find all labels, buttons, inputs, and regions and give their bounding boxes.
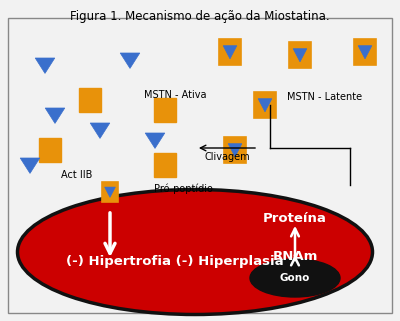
Polygon shape	[293, 49, 307, 62]
Polygon shape	[20, 158, 40, 173]
Polygon shape	[145, 133, 165, 148]
Text: Proteína: Proteína	[263, 212, 327, 224]
Bar	[219, 39, 241, 65]
Bar	[79, 88, 101, 112]
Bar	[154, 153, 176, 177]
Polygon shape	[120, 53, 140, 68]
Text: Clivagem: Clivagem	[204, 152, 250, 162]
Ellipse shape	[250, 259, 340, 297]
Text: Pró-poptídio: Pró-poptídio	[154, 183, 212, 194]
Bar	[39, 138, 61, 162]
Polygon shape	[105, 187, 115, 197]
Polygon shape	[45, 108, 65, 123]
Text: Figura 1. Mecanismo de ação da Miostatina.: Figura 1. Mecanismo de ação da Miostatin…	[70, 10, 330, 23]
Bar	[154, 98, 176, 122]
Polygon shape	[258, 99, 272, 112]
Text: MSTN - Ativa: MSTN - Ativa	[144, 90, 206, 100]
Text: Gono: Gono	[280, 273, 310, 283]
Polygon shape	[358, 46, 372, 59]
Bar	[224, 137, 246, 163]
Polygon shape	[90, 123, 110, 138]
Text: RNAm: RNAm	[272, 250, 318, 264]
Bar	[254, 92, 276, 117]
Polygon shape	[223, 46, 237, 59]
Text: (-) Hipertrofia (-) Hiperplasia: (-) Hipertrofia (-) Hiperplasia	[66, 256, 284, 268]
Polygon shape	[228, 144, 242, 157]
Ellipse shape	[18, 189, 372, 315]
Polygon shape	[35, 58, 55, 74]
Bar	[102, 182, 118, 202]
Bar	[289, 42, 311, 68]
Text: Act IIB: Act IIB	[61, 170, 92, 180]
Text: MSTN - Latente: MSTN - Latente	[288, 92, 362, 102]
Bar	[354, 39, 376, 65]
